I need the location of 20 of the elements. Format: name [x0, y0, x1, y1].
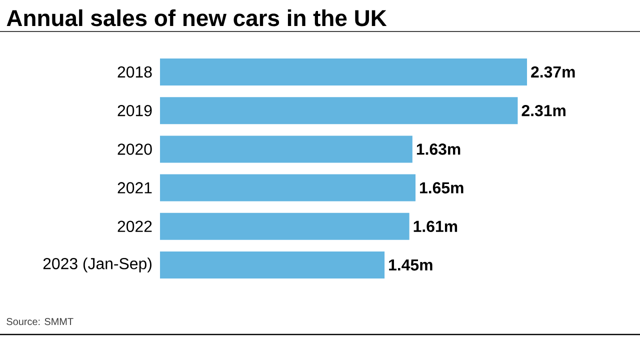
bar — [160, 136, 412, 163]
bar — [160, 212, 410, 240]
data-label: 1.65m — [420, 182, 464, 194]
bar — [160, 174, 416, 202]
y-tick-label: 2018 — [118, 66, 152, 78]
source-note: Source: SMMT — [6, 318, 74, 326]
chart-title: Annual sales of new cars in the UK — [6, 9, 387, 26]
bar — [160, 252, 385, 279]
data-label: 2.31m — [522, 104, 566, 116]
data-label: 1.63m — [416, 144, 460, 155]
data-label: 1.61m — [414, 220, 458, 232]
bar — [160, 58, 528, 86]
y-tick-label: 2021 — [118, 182, 152, 194]
y-tick-label: 2019 — [118, 104, 152, 116]
data-label: 1.45m — [389, 259, 432, 271]
y-tick-label: 2020 — [118, 144, 152, 155]
y-tick-label: 2022 — [118, 220, 152, 232]
y-tick-label: 2023 (Jan-Sep) — [43, 258, 152, 272]
data-label: 2.37m — [531, 66, 575, 78]
bar — [160, 97, 518, 124]
